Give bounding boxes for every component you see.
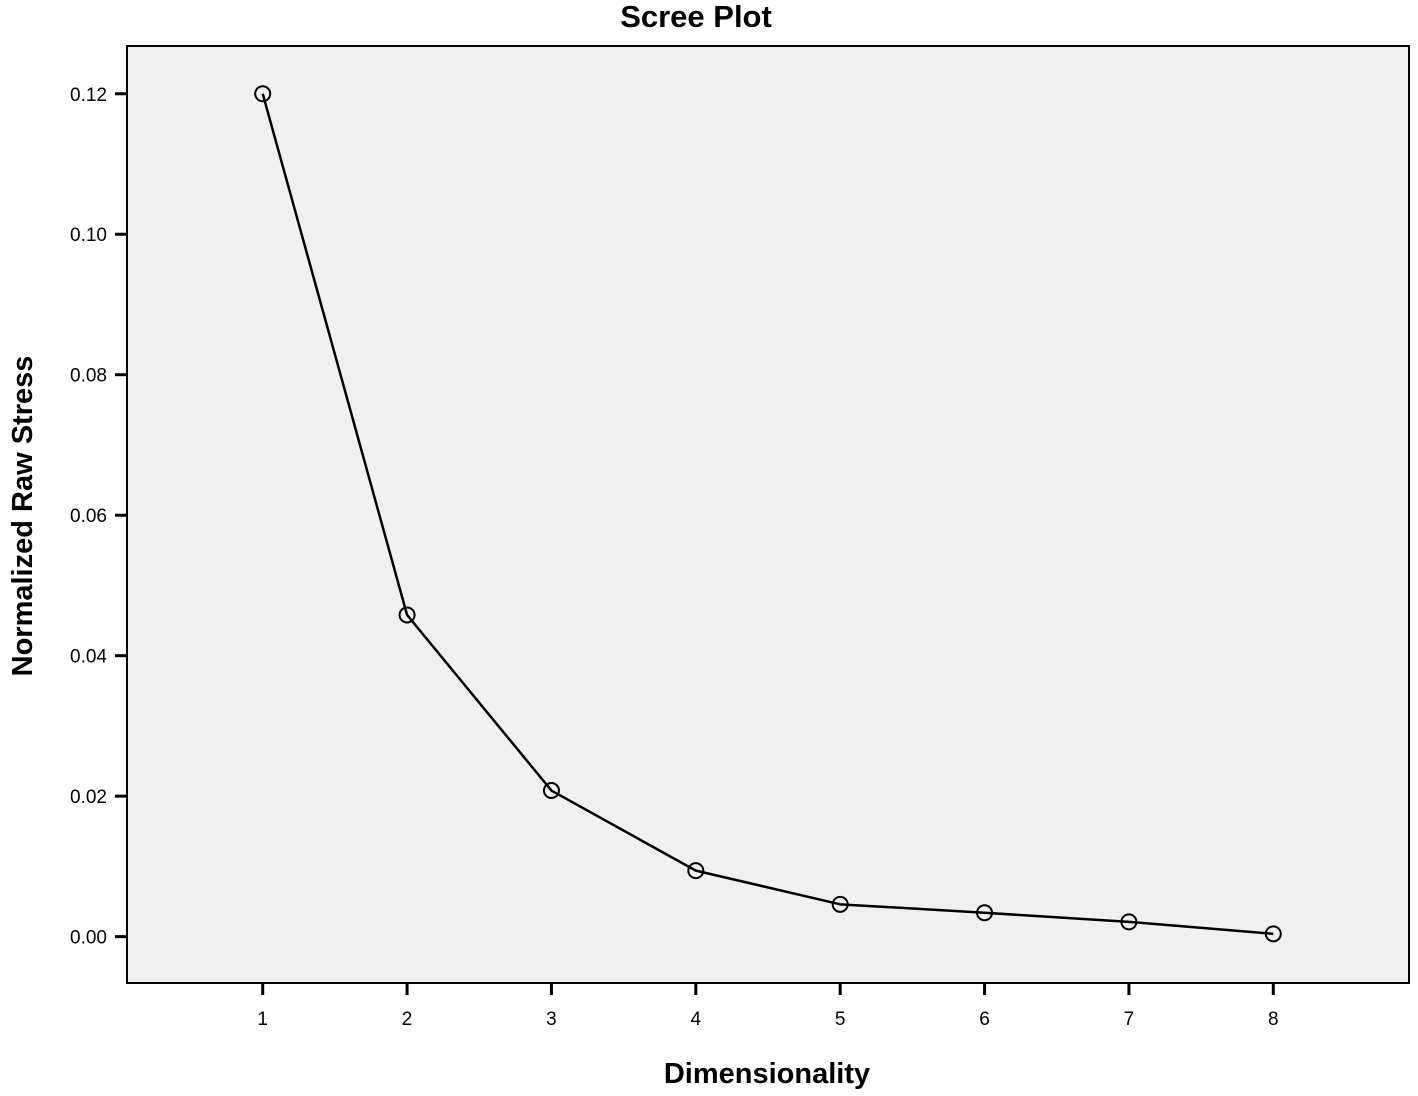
y-tick-label: 0.06 [70,506,107,527]
data-point-marker [542,782,560,800]
y-tick-label: 0.04 [70,647,107,668]
data-point-marker [254,85,272,103]
x-tick-label: 8 [1268,1009,1279,1030]
plot-area [126,45,1410,984]
x-axis: 1 2 3 4 5 6 7 8 [257,983,1279,1030]
data-point-marker [1120,913,1138,931]
y-axis: 0.00 0.02 0.04 0.06 0.08 0.10 0.12 [70,85,127,949]
data-point-marker [1264,925,1282,943]
data-point-marker [687,862,705,880]
x-tick-label: 1 [257,1009,268,1030]
y-tick-label: 0.10 [70,225,107,246]
y-tick-label: 0.02 [70,787,107,808]
data-series [254,85,1282,943]
x-tick-label: 4 [691,1009,702,1030]
series-line [261,93,1274,936]
y-tick-label: 0.08 [70,366,107,387]
y-axis-title: Normalized Raw Stress [7,356,39,677]
x-axis-title: Dimensionality [664,1058,870,1090]
y-tick-label: 0.00 [70,928,107,949]
data-point-marker [398,606,416,624]
y-tick-label: 0.12 [70,85,107,106]
chart-title: Scree Plot [620,0,772,34]
data-point-marker [976,904,994,922]
x-tick-label: 2 [402,1009,413,1030]
x-tick-label: 5 [835,1009,846,1030]
data-point-marker [831,895,849,913]
x-tick-label: 3 [546,1009,557,1030]
x-tick-label: 7 [1124,1009,1135,1030]
x-tick-label: 6 [979,1009,990,1030]
